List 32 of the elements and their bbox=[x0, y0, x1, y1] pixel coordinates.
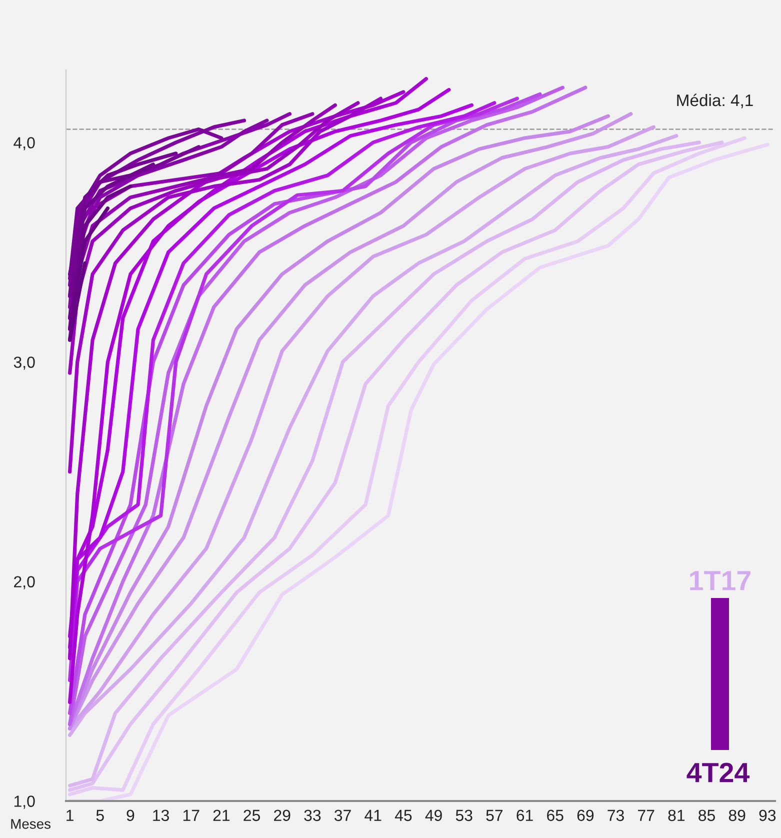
x-tick-label: 9 bbox=[126, 810, 134, 822]
x-tick-label: 69 bbox=[577, 810, 594, 822]
x-tick-label: 57 bbox=[486, 810, 503, 822]
x-tick-label: 49 bbox=[425, 810, 442, 822]
x-tick-label: 1 bbox=[66, 810, 74, 821]
x-tick-label: 73 bbox=[608, 810, 624, 822]
x-tick-label: 77 bbox=[638, 810, 654, 821]
annotation: 4T24 bbox=[686, 762, 750, 782]
y-tick-label: 2,0 bbox=[14, 576, 35, 590]
x-tick-label: 17 bbox=[183, 810, 200, 821]
x-tick-label: 81 bbox=[668, 810, 685, 822]
x-tick-label: 41 bbox=[364, 810, 382, 821]
x-tick-label: 37 bbox=[334, 810, 351, 822]
x-tick-label: 5 bbox=[96, 810, 104, 822]
x-tick-label: 61 bbox=[516, 810, 533, 822]
y-tick-label: 1,0 bbox=[14, 796, 35, 809]
x-tick-label: 25 bbox=[244, 810, 260, 822]
x-tick-label: 89 bbox=[728, 810, 746, 822]
x-tick-label: 21 bbox=[213, 810, 230, 821]
annotation: 1T17 bbox=[690, 571, 750, 590]
ref-line-label: Média: 4,1 bbox=[677, 94, 753, 108]
y-tick-label: 4,0 bbox=[14, 137, 35, 150]
y-tick-label: 3,0 bbox=[14, 356, 35, 370]
x-tick-label: 33 bbox=[304, 810, 321, 822]
x-tick-label: 93 bbox=[759, 810, 776, 822]
x-tick-label: 65 bbox=[547, 810, 564, 822]
x-tick-label: 85 bbox=[698, 810, 715, 822]
x-axis-title: Meses bbox=[11, 819, 51, 829]
x-tick-label: 53 bbox=[456, 810, 472, 822]
x-tick-label: 13 bbox=[153, 810, 169, 822]
x-tick-label: 45 bbox=[394, 810, 412, 822]
x-tick-label: 29 bbox=[274, 810, 290, 822]
